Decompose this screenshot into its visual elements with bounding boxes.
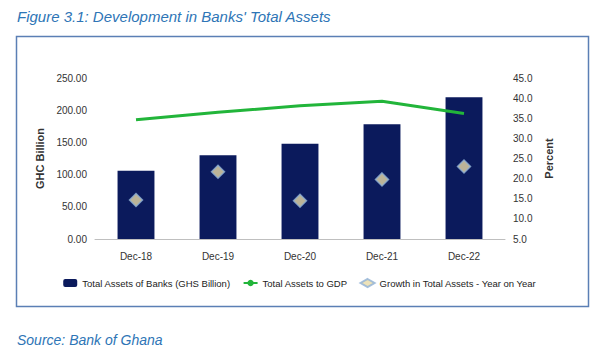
svg-text:Total Assets of Banks (GHS Bil: Total Assets of Banks (GHS Billion) bbox=[82, 278, 230, 289]
svg-text:20.0: 20.0 bbox=[513, 173, 533, 184]
svg-text:5.0: 5.0 bbox=[513, 234, 527, 245]
svg-text:0.00: 0.00 bbox=[68, 234, 88, 245]
svg-text:GHC Billion: GHC Billion bbox=[34, 128, 46, 189]
svg-text:25.0: 25.0 bbox=[513, 153, 533, 164]
svg-text:150.00: 150.00 bbox=[56, 137, 87, 148]
svg-text:50.00: 50.00 bbox=[62, 201, 87, 212]
svg-text:Dec-19: Dec-19 bbox=[202, 251, 235, 262]
svg-text:35.0: 35.0 bbox=[513, 113, 533, 124]
svg-text:10.0: 10.0 bbox=[513, 213, 533, 224]
svg-text:200.00: 200.00 bbox=[56, 105, 87, 116]
svg-text:100.00: 100.00 bbox=[56, 169, 87, 180]
svg-text:Dec-20: Dec-20 bbox=[284, 251, 317, 262]
svg-text:250.00: 250.00 bbox=[56, 73, 87, 84]
svg-text:Source: Bank of Ghana: Source: Bank of Ghana bbox=[17, 332, 163, 348]
svg-text:Dec-21: Dec-21 bbox=[366, 251, 399, 262]
svg-text:Growth in Total Assets - Year: Growth in Total Assets - Year on Year bbox=[380, 278, 536, 289]
svg-text:Dec-22: Dec-22 bbox=[448, 251, 481, 262]
svg-text:Figure 3.1: Development in Ban: Figure 3.1: Development in Banks' Total … bbox=[17, 8, 331, 25]
svg-text:40.0: 40.0 bbox=[513, 93, 533, 104]
svg-text:Percent: Percent bbox=[543, 138, 555, 179]
svg-text:45.0: 45.0 bbox=[513, 73, 533, 84]
svg-text:15.0: 15.0 bbox=[513, 193, 533, 204]
svg-text:30.0: 30.0 bbox=[513, 133, 533, 144]
svg-text:Total Assets to GDP: Total Assets to GDP bbox=[263, 278, 347, 289]
svg-text:Dec-18: Dec-18 bbox=[120, 251, 153, 262]
